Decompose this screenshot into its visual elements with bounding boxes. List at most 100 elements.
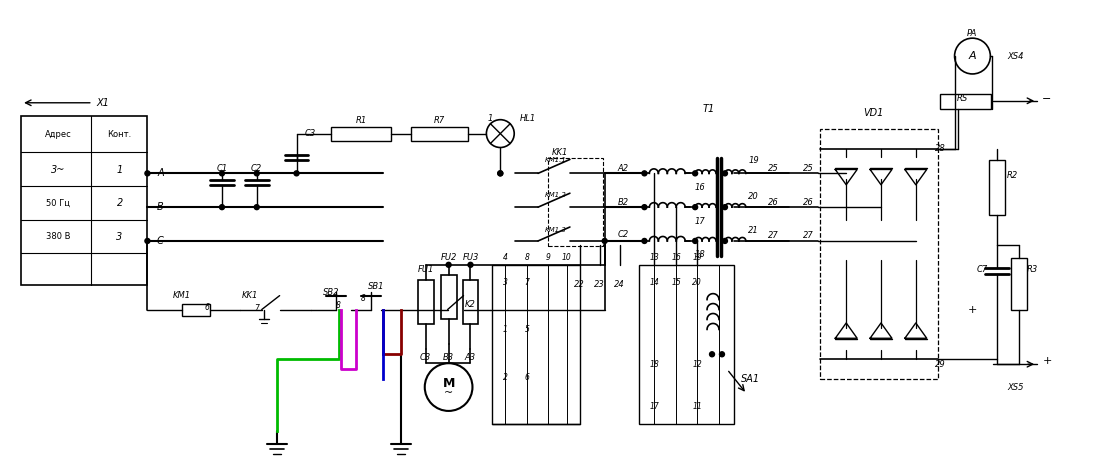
Text: 12: 12 [693, 360, 702, 369]
Text: 10: 10 [562, 253, 571, 262]
Text: B3: B3 [443, 353, 455, 362]
Text: 17: 17 [695, 217, 706, 226]
Text: +: + [1043, 356, 1051, 366]
Text: C2: C2 [251, 164, 262, 173]
Text: T1: T1 [702, 104, 716, 114]
Text: 23: 23 [595, 280, 606, 289]
Bar [411, 126, 469, 140]
Text: Конт.: Конт. [108, 130, 132, 139]
Text: 3: 3 [117, 232, 122, 242]
Text: R2: R2 [1006, 171, 1017, 180]
Text: 22: 22 [575, 280, 586, 289]
Text: 18: 18 [650, 360, 659, 369]
Text: A: A [969, 51, 977, 61]
Text: +: + [968, 305, 978, 314]
Text: 1: 1 [503, 325, 508, 334]
Text: 24: 24 [614, 280, 625, 289]
Text: 4: 4 [503, 253, 508, 262]
Text: 8: 8 [336, 301, 340, 310]
Text: 26: 26 [803, 198, 814, 206]
Text: 6: 6 [205, 303, 209, 312]
Circle shape [498, 171, 503, 176]
Text: 7: 7 [525, 278, 530, 287]
Text: 11: 11 [693, 402, 702, 412]
Circle shape [709, 352, 715, 357]
Text: K2: K2 [465, 300, 476, 309]
Text: ~: ~ [444, 388, 454, 398]
Bar [492, 265, 580, 424]
Text: 3~: 3~ [51, 166, 65, 175]
Text: C: C [157, 236, 164, 246]
Text: C1: C1 [217, 164, 228, 173]
Text: 20: 20 [749, 192, 760, 201]
Circle shape [446, 262, 451, 267]
Text: 20: 20 [693, 278, 702, 287]
Circle shape [219, 171, 225, 176]
Text: 9: 9 [546, 253, 550, 262]
Text: KM1.2: KM1.2 [545, 192, 567, 198]
Text: 16: 16 [672, 253, 682, 262]
Text: KM1: KM1 [173, 291, 192, 300]
Circle shape [693, 205, 698, 210]
Text: 27: 27 [767, 232, 778, 240]
Text: R3: R3 [1026, 265, 1038, 274]
Text: C3: C3 [421, 353, 432, 362]
Text: A2: A2 [618, 164, 629, 173]
Text: KM1.1: KM1.1 [545, 158, 567, 163]
Text: R1: R1 [356, 116, 367, 125]
Text: B: B [157, 202, 164, 212]
Text: 6: 6 [525, 372, 530, 382]
Text: A: A [157, 168, 164, 179]
Bar [939, 94, 991, 109]
Text: C2: C2 [618, 231, 629, 239]
Text: 19: 19 [693, 253, 702, 262]
Bar [417, 280, 434, 325]
Text: 19: 19 [749, 156, 760, 165]
Text: SB1: SB1 [368, 282, 384, 291]
Text: R7: R7 [434, 116, 445, 125]
Text: HL1: HL1 [520, 114, 536, 123]
Text: SA1: SA1 [741, 374, 761, 384]
Text: 25: 25 [767, 164, 778, 173]
Text: 27: 27 [803, 232, 814, 240]
Bar [640, 265, 734, 424]
Circle shape [642, 205, 647, 210]
Text: M: M [443, 377, 455, 390]
Circle shape [145, 239, 150, 244]
Circle shape [254, 171, 259, 176]
Text: 1: 1 [117, 166, 122, 175]
Text: SB2: SB2 [323, 288, 339, 297]
Text: 18: 18 [695, 250, 706, 259]
Text: 8: 8 [361, 294, 366, 303]
Text: 13: 13 [650, 253, 659, 262]
Text: 1: 1 [488, 114, 493, 123]
Circle shape [642, 239, 647, 244]
Circle shape [642, 171, 647, 176]
Text: PA: PA [968, 29, 978, 38]
Bar [440, 275, 457, 319]
Text: C7: C7 [977, 265, 988, 274]
Text: Адрес: Адрес [44, 130, 72, 139]
Text: 17: 17 [650, 402, 659, 412]
Circle shape [468, 262, 473, 267]
Circle shape [722, 171, 728, 176]
Text: 7: 7 [254, 304, 259, 313]
Text: 8: 8 [525, 253, 530, 262]
Text: 15: 15 [672, 278, 682, 287]
Text: 380 В: 380 В [46, 232, 70, 241]
Text: 21: 21 [749, 226, 760, 234]
Text: VD1: VD1 [863, 108, 883, 118]
Circle shape [719, 352, 724, 357]
Text: 5: 5 [525, 325, 530, 334]
Text: 16: 16 [695, 183, 706, 192]
Text: 25: 25 [803, 164, 814, 173]
Circle shape [294, 171, 299, 176]
Text: 2: 2 [503, 372, 508, 382]
Bar [21, 116, 148, 285]
Text: XS4: XS4 [1007, 52, 1024, 60]
Bar [820, 129, 938, 379]
Circle shape [145, 171, 150, 176]
Bar [462, 280, 479, 325]
Circle shape [693, 239, 698, 244]
Text: C3: C3 [305, 129, 316, 138]
